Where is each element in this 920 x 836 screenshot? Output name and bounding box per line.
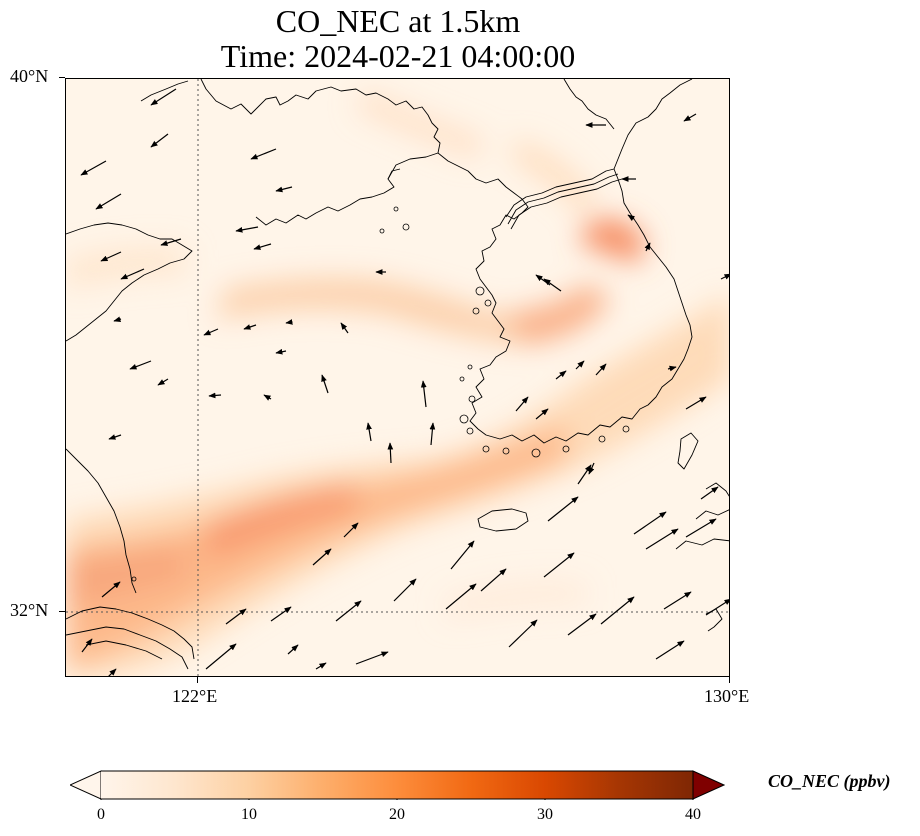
lon-tick-122 [197, 677, 198, 683]
colorbar-graphic [68, 770, 726, 803]
lat-label-32: 32°N [10, 600, 49, 620]
colorbar-tick-30: 30 [537, 806, 553, 823]
lat-tick-40 [59, 77, 65, 78]
title-time: Time: 2024-02-21 04:00:00 [220, 38, 576, 74]
lon-label-122: 122°E [172, 686, 218, 706]
map-canvas [66, 79, 729, 676]
colorbar-tick-20: 20 [389, 806, 405, 823]
colorbar-tick-40: 40 [685, 806, 701, 823]
colorbar-title: CO_NEC (ppbv) [768, 771, 891, 791]
map-panel[interactable] [65, 78, 730, 677]
colorbar-tick-10: 10 [241, 806, 257, 823]
lon-label-130: 130°E [704, 686, 750, 706]
lat-label-40: 40°N [10, 66, 49, 86]
graticule [66, 79, 729, 676]
lat-tick-32 [59, 611, 65, 612]
coastlines [66, 79, 729, 670]
colorbar [68, 770, 726, 803]
korea-islands [131, 206, 630, 582]
colorbar-tick-0: 0 [97, 806, 105, 823]
wind-vectors [80, 88, 729, 676]
concentration-field [66, 89, 729, 676]
title-variable: CO_NEC at 1.5km [275, 3, 521, 39]
map-title: CO_NEC at 1.5km Time: 2024-02-21 04:00:0… [66, 4, 730, 74]
lon-tick-130 [729, 677, 730, 683]
